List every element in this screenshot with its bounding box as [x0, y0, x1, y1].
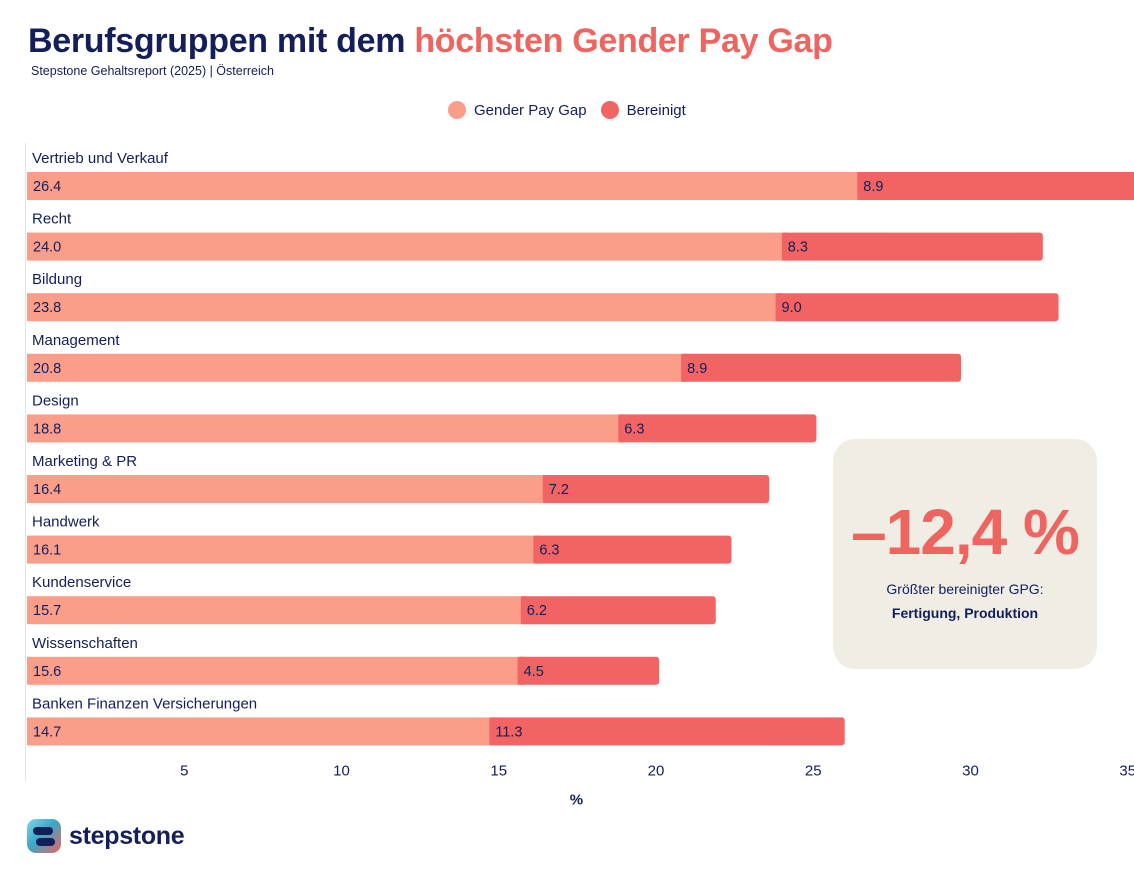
- value-label-gender-pay-gap-vertrieb-und-verkauf: 26.4: [33, 179, 61, 195]
- x-tick-label-10: 10: [333, 762, 350, 779]
- bar-bereinigt-management: [681, 353, 962, 382]
- category-label-design: Design: [32, 392, 79, 409]
- stepstone-logo-text: stepstone: [69, 821, 185, 850]
- bar-gender-pay-gap-bildung: [27, 293, 776, 322]
- chart-title-part2: höchsten Gender Pay Gap: [414, 22, 833, 60]
- bar-bereinigt-handwerk: [533, 535, 732, 564]
- category-label-handwerk: Handwerk: [32, 514, 100, 531]
- bar-gender-pay-gap-marketing-pr: [27, 475, 543, 503]
- value-label-gender-pay-gap-banken-finanzen-versicherungen: 14.7: [33, 724, 61, 740]
- value-label-gender-pay-gap-management: 20.8: [33, 361, 61, 377]
- legend-swatch-gender-pay-gap: [448, 101, 466, 119]
- bar-bereinigt-joint-vertrieb-und-verkauf: [857, 172, 864, 200]
- value-label-bereinigt-kundenservice: 6.2: [527, 603, 547, 619]
- category-label-bildung: Bildung: [32, 271, 82, 288]
- category-label-banken-finanzen-versicherungen: Banken Finanzen Versicherungen: [32, 695, 257, 712]
- legend-swatch-bereinigt: [600, 101, 619, 119]
- value-label-bereinigt-handwerk: 6.3: [539, 543, 559, 559]
- x-tick-label-5: 5: [180, 762, 188, 779]
- value-label-gender-pay-gap-bildung: 23.8: [33, 300, 61, 316]
- bar-bereinigt-joint-design: [618, 414, 625, 443]
- value-label-bereinigt-recht: 8.3: [788, 240, 808, 256]
- chart-subtitle: Stepstone Gehaltsreport (2025) | Österre…: [31, 64, 274, 78]
- bar-bereinigt-design: [618, 414, 817, 443]
- value-label-bereinigt-vertrieb-und-verkauf: 8.9: [863, 179, 883, 195]
- bar-bereinigt-joint-wissenschaften: [517, 656, 524, 685]
- bar-bereinigt-kundenservice: [520, 596, 716, 625]
- x-axis-title: %: [570, 791, 583, 808]
- x-tick-label-20: 20: [648, 762, 665, 779]
- x-tick-label-35: 35: [1119, 762, 1134, 779]
- chart-title-part1: Berufsgruppen mit dem: [28, 22, 406, 60]
- bar-bereinigt-joint-handwerk: [533, 535, 540, 564]
- bar-bereinigt-marketing-pr: [542, 475, 770, 503]
- value-label-bereinigt-banken-finanzen-versicherungen: 11.3: [495, 724, 522, 740]
- category-label-recht: Recht: [32, 211, 72, 228]
- bar-gender-pay-gap-wissenschaften: [27, 656, 518, 685]
- callout-value: –12,4 %: [851, 496, 1080, 568]
- bar-bereinigt-joint-bildung: [775, 293, 782, 322]
- stepstone-logo-icon: [27, 819, 61, 853]
- x-tick-label-25: 25: [805, 762, 822, 779]
- bar-bereinigt-vertrieb-und-verkauf: [857, 172, 1134, 200]
- highlight-callout: –12,4 % Größter bereinigter GPG: Fertigu…: [833, 439, 1097, 669]
- callout-caption: Größter bereinigter GPG:: [886, 581, 1044, 597]
- bar-gender-pay-gap-handwerk: [27, 535, 534, 564]
- value-label-bereinigt-marketing-pr: 7.2: [549, 482, 569, 498]
- value-label-gender-pay-gap-kundenservice: 15.7: [33, 603, 61, 619]
- bar-gender-pay-gap-management: [27, 353, 682, 382]
- stepstone-logo: stepstone: [27, 819, 185, 853]
- legend-label-gender-pay-gap: Gender Pay Gap: [474, 101, 587, 119]
- value-label-bereinigt-management: 8.9: [687, 361, 707, 377]
- bar-gender-pay-gap-design: [27, 414, 619, 443]
- bar-gender-pay-gap-vertrieb-und-verkauf: [27, 172, 858, 200]
- value-label-gender-pay-gap-marketing-pr: 16.4: [33, 482, 61, 498]
- legend-item-bereinigt: Bereinigt: [600, 101, 686, 119]
- category-label-kundenservice: Kundenservice: [32, 574, 131, 591]
- x-tick-label-30: 30: [962, 762, 979, 779]
- chart-legend: Gender Pay Gap Bereinigt: [448, 101, 686, 119]
- chart-title: Berufsgruppen mit dem höchsten Gender Pa…: [28, 22, 833, 61]
- value-label-gender-pay-gap-handwerk: 16.1: [33, 543, 61, 559]
- callout-sector: Fertigung, Produktion: [891, 605, 1039, 621]
- value-label-bereinigt-bildung: 9.0: [782, 300, 802, 316]
- category-label-vertrieb-und-verkauf: Vertrieb und Verkauf: [32, 150, 169, 167]
- category-label-management: Management: [32, 332, 120, 349]
- bar-bereinigt-joint-banken-finanzen-versicherungen: [489, 717, 496, 746]
- bar-gender-pay-gap-recht: [27, 232, 782, 261]
- bar-bereinigt-joint-recht: [781, 232, 788, 261]
- bar-bereinigt-recht: [781, 232, 1043, 261]
- value-label-gender-pay-gap-wissenschaften: 15.6: [33, 664, 61, 680]
- value-label-gender-pay-gap-design: 18.8: [33, 421, 61, 437]
- category-label-marketing-pr: Marketing & PR: [32, 453, 137, 470]
- legend-item-gender-pay-gap: Gender Pay Gap: [448, 101, 587, 119]
- bar-gender-pay-gap-kundenservice: [27, 596, 521, 625]
- bar-gender-pay-gap-banken-finanzen-versicherungen: [27, 717, 490, 746]
- legend-label-bereinigt: Bereinigt: [626, 101, 686, 119]
- value-label-bereinigt-design: 6.3: [624, 421, 644, 437]
- bar-bereinigt-joint-management: [681, 353, 688, 382]
- bar-bereinigt-joint-kundenservice: [520, 596, 527, 625]
- bar-bereinigt-wissenschaften: [517, 656, 660, 685]
- value-label-bereinigt-wissenschaften: 4.5: [524, 664, 544, 680]
- bar-bereinigt-banken-finanzen-versicherungen: [489, 717, 845, 746]
- x-tick-label-15: 15: [490, 762, 507, 779]
- value-label-gender-pay-gap-recht: 24.0: [33, 240, 61, 256]
- category-label-wissenschaften: Wissenschaften: [32, 635, 138, 652]
- bar-bereinigt-joint-marketing-pr: [542, 475, 549, 503]
- bar-bereinigt-bildung: [775, 293, 1059, 322]
